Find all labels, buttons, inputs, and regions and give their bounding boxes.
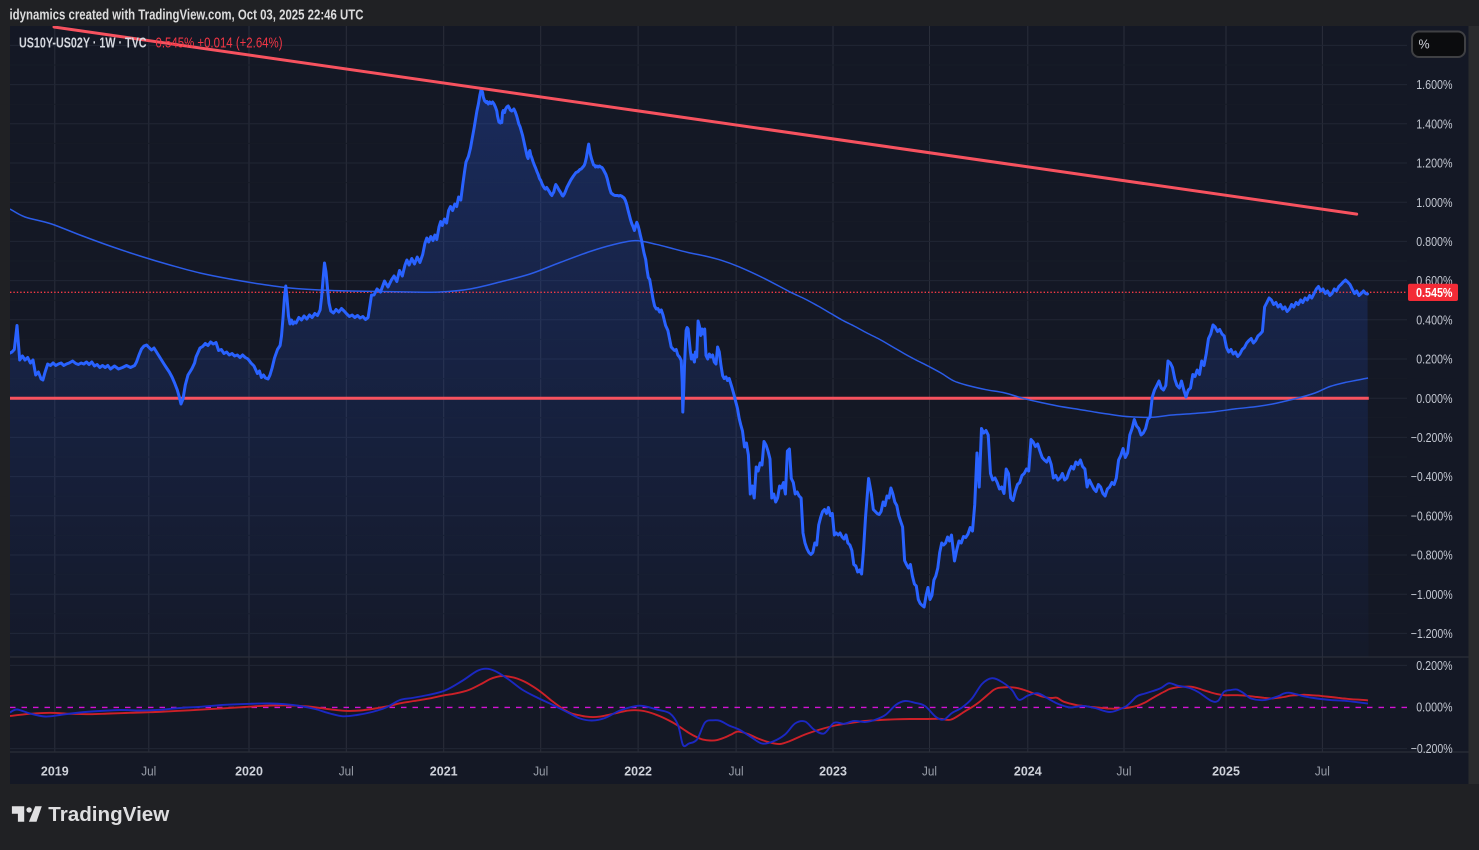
svg-text:0.800%: 0.800% bbox=[1416, 234, 1453, 249]
svg-text:2022: 2022 bbox=[624, 763, 652, 778]
svg-text:1.400%: 1.400% bbox=[1416, 116, 1453, 131]
svg-text:Jul: Jul bbox=[729, 763, 744, 778]
svg-text:%: % bbox=[1419, 38, 1430, 52]
svg-text:−1.200%: −1.200% bbox=[1411, 626, 1453, 641]
svg-text:0.200%: 0.200% bbox=[1416, 352, 1453, 367]
svg-text:2019: 2019 bbox=[41, 763, 69, 778]
svg-text:Jul: Jul bbox=[922, 763, 937, 778]
svg-text:1.200%: 1.200% bbox=[1416, 156, 1453, 171]
svg-text:Jul: Jul bbox=[533, 763, 548, 778]
svg-text:−0.800%: −0.800% bbox=[1411, 548, 1453, 563]
svg-text:2021: 2021 bbox=[430, 763, 458, 778]
svg-text:2025: 2025 bbox=[1212, 763, 1240, 778]
svg-text:idynamics created with Trading: idynamics created with TradingView.com, … bbox=[10, 7, 364, 24]
svg-text:0.545% +0.014 (+2.64%): 0.545% +0.014 (+2.64%) bbox=[156, 35, 283, 52]
svg-text:2023: 2023 bbox=[819, 763, 847, 778]
svg-text:Jul: Jul bbox=[141, 763, 156, 778]
svg-text:Jul: Jul bbox=[339, 763, 354, 778]
svg-text:2024: 2024 bbox=[1014, 763, 1043, 778]
svg-text:0.545%: 0.545% bbox=[1416, 285, 1453, 300]
svg-text:2020: 2020 bbox=[235, 763, 263, 778]
svg-text:0.000%: 0.000% bbox=[1416, 700, 1453, 715]
svg-text:−1.000%: −1.000% bbox=[1411, 587, 1453, 602]
svg-text:0.400%: 0.400% bbox=[1416, 312, 1453, 327]
svg-text:Jul: Jul bbox=[1315, 763, 1330, 778]
svg-text:0.000%: 0.000% bbox=[1416, 391, 1453, 406]
svg-text:1.000%: 1.000% bbox=[1416, 195, 1453, 210]
svg-text:US10Y-US02Y · 1W · TVC: US10Y-US02Y · 1W · TVC bbox=[19, 35, 147, 52]
svg-text:Jul: Jul bbox=[1117, 763, 1132, 778]
svg-text:TradingView: TradingView bbox=[48, 804, 169, 826]
svg-text:1.600%: 1.600% bbox=[1416, 77, 1453, 92]
svg-text:−0.200%: −0.200% bbox=[1411, 741, 1453, 756]
svg-text:−0.400%: −0.400% bbox=[1411, 469, 1453, 484]
svg-text:−0.200%: −0.200% bbox=[1411, 430, 1453, 445]
svg-text:−0.600%: −0.600% bbox=[1411, 508, 1453, 523]
svg-text:0.200%: 0.200% bbox=[1416, 658, 1453, 673]
